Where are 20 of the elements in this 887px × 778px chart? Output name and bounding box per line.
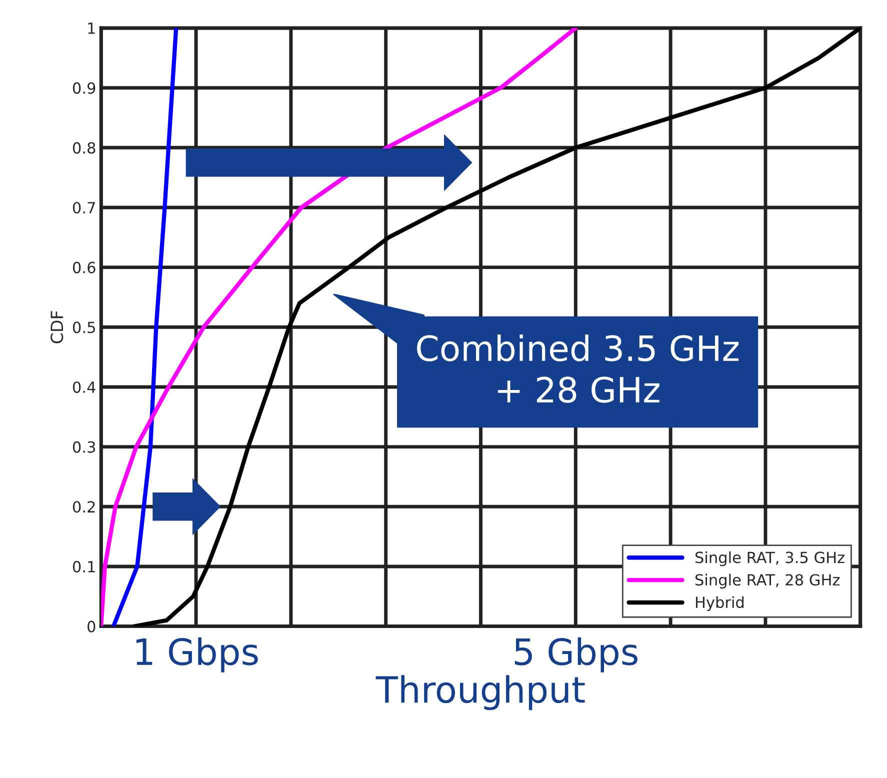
x-tick-label: 1 Gbps — [136, 637, 258, 672]
y-axis-title: CDF — [50, 311, 64, 344]
legend-label: Single RAT, 3.5 GHz — [695, 551, 844, 566]
y-tick-label: 0.8 — [72, 142, 96, 154]
y-tick-label: 0.3 — [72, 441, 96, 453]
y-tick-label: 0.1 — [72, 560, 95, 572]
legend-label: Single RAT, 28 GHz — [695, 574, 840, 589]
y-tick-label: 0.7 — [72, 202, 95, 214]
y-tick-label: 0.9 — [72, 82, 96, 94]
y-tick-label: 0.2 — [72, 501, 95, 513]
annotation: Combined 3.5 GHz + 28 GHz — [417, 334, 739, 403]
x-axis-title: Throughput — [376, 675, 585, 710]
y-tick-label: 0.4 — [72, 381, 96, 393]
y-tick-label: 0.5 — [72, 322, 95, 334]
x-tick-label: 5 Gbps — [514, 637, 638, 672]
legend-label: Hybrid — [696, 596, 744, 612]
y-tick-label: 1 — [88, 22, 95, 34]
line-series — [111, 28, 178, 626]
y-tick-label: 0 — [88, 620, 96, 632]
y-tick-label: 0.6 — [72, 262, 96, 274]
